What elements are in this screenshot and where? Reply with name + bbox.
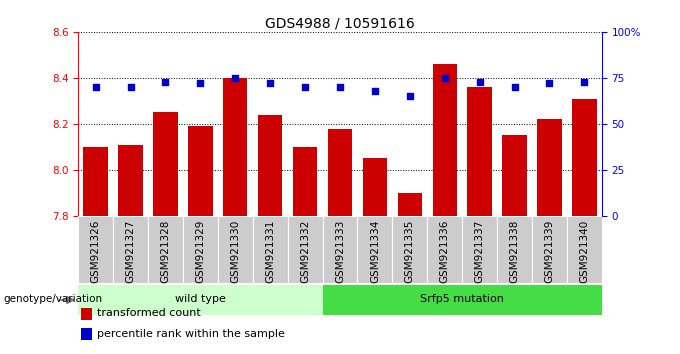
Text: GSM921337: GSM921337 — [475, 219, 485, 283]
Text: percentile rank within the sample: percentile rank within the sample — [97, 329, 284, 339]
Text: GSM921326: GSM921326 — [90, 219, 101, 283]
Text: GSM921334: GSM921334 — [370, 219, 380, 283]
Point — [579, 79, 590, 84]
Text: GSM921329: GSM921329 — [195, 219, 205, 283]
Bar — [81, 328, 92, 340]
Bar — [118, 145, 143, 216]
Point — [405, 93, 415, 99]
Bar — [572, 98, 596, 216]
Bar — [258, 115, 282, 216]
Text: wild type: wild type — [175, 294, 226, 304]
Point — [300, 84, 311, 90]
Bar — [532, 216, 567, 283]
Point — [474, 79, 485, 84]
Bar — [153, 113, 177, 216]
Point — [230, 75, 241, 81]
Bar — [503, 135, 527, 216]
Point — [90, 84, 101, 90]
Bar — [113, 216, 148, 283]
Text: GSM921333: GSM921333 — [335, 219, 345, 283]
Text: GSM921338: GSM921338 — [509, 219, 520, 283]
Text: GSM921330: GSM921330 — [231, 219, 240, 282]
Point — [160, 79, 171, 84]
Bar — [427, 216, 462, 283]
Bar — [392, 216, 427, 283]
Bar — [78, 216, 113, 283]
Bar — [188, 126, 213, 216]
Bar — [537, 119, 562, 216]
Bar — [362, 158, 387, 216]
Bar — [288, 216, 322, 283]
Point — [544, 81, 555, 86]
Bar — [183, 216, 218, 283]
Bar — [218, 216, 253, 283]
Bar — [293, 147, 318, 216]
Bar — [78, 285, 322, 315]
Point — [195, 81, 206, 86]
Text: GSM921328: GSM921328 — [160, 219, 171, 283]
Text: Srfp5 mutation: Srfp5 mutation — [420, 294, 504, 304]
Bar — [358, 216, 392, 283]
Point — [265, 81, 275, 86]
Point — [439, 75, 450, 81]
Text: GSM921336: GSM921336 — [440, 219, 449, 283]
Point — [369, 88, 380, 93]
Bar — [84, 147, 108, 216]
Text: GSM921331: GSM921331 — [265, 219, 275, 283]
Bar — [567, 216, 602, 283]
Text: genotype/variation: genotype/variation — [3, 294, 103, 304]
Text: GSM921335: GSM921335 — [405, 219, 415, 283]
Bar — [467, 87, 492, 216]
Bar — [432, 64, 457, 216]
Text: GSM921339: GSM921339 — [545, 219, 554, 283]
Bar — [322, 285, 602, 315]
Bar — [462, 216, 497, 283]
Point — [335, 84, 345, 90]
Bar — [253, 216, 288, 283]
Bar — [223, 78, 248, 216]
Text: transformed count: transformed count — [97, 308, 201, 318]
Bar — [497, 216, 532, 283]
Bar — [81, 308, 92, 320]
Text: GSM921327: GSM921327 — [126, 219, 135, 283]
Text: GSM921340: GSM921340 — [579, 219, 590, 282]
Text: GSM921332: GSM921332 — [300, 219, 310, 283]
Point — [509, 84, 520, 90]
Title: GDS4988 / 10591616: GDS4988 / 10591616 — [265, 17, 415, 31]
Bar — [322, 216, 358, 283]
Point — [125, 84, 136, 90]
Bar — [328, 129, 352, 216]
Bar — [148, 216, 183, 283]
Bar — [398, 193, 422, 216]
